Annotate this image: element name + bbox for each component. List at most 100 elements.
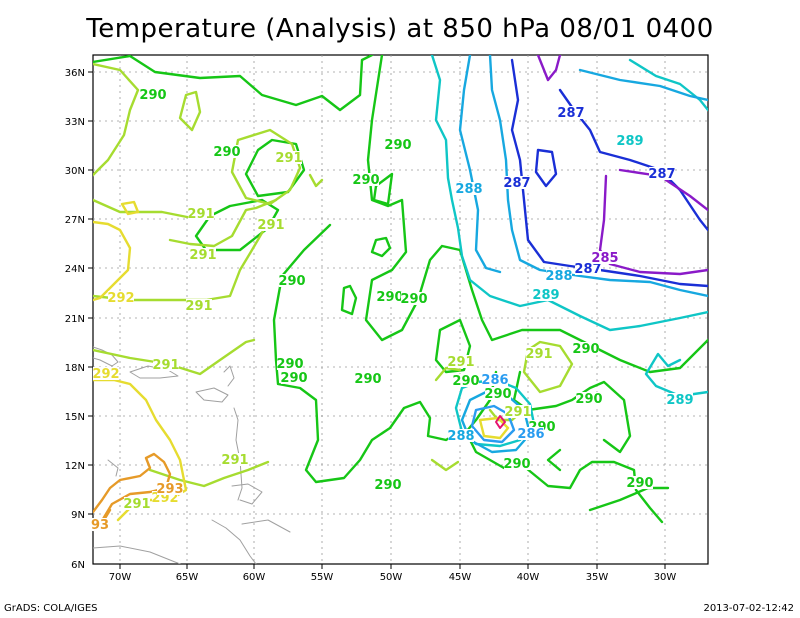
contour-label-290: 290 <box>139 88 166 103</box>
contour-label-bg <box>504 176 530 189</box>
contour-label-289: 289 <box>532 288 559 303</box>
contour-label-291: 291 <box>447 355 474 370</box>
contour-label-290: 290 <box>280 371 307 386</box>
y-tick-label: 24N <box>65 264 85 275</box>
contour-label-bg <box>576 392 602 405</box>
contour-label-290: 290 <box>278 274 305 289</box>
contour-label-bg <box>546 269 572 282</box>
contour-label-285: 285 <box>591 251 618 266</box>
x-tick-label: 55W <box>311 572 334 583</box>
contour-label-bg <box>186 299 212 312</box>
contour-label-290: 290 <box>384 138 411 153</box>
contour-label-bg <box>617 134 643 147</box>
contour-label-bg <box>377 290 403 303</box>
x-tick-label: 30W <box>654 572 677 583</box>
contour-label-bg <box>190 248 216 261</box>
contour-label-290: 290 <box>503 457 530 472</box>
contour-label-93: 93 <box>91 518 109 533</box>
contour-label-290: 290 <box>575 392 602 407</box>
contour-label-290: 290 <box>354 372 381 387</box>
x-tick-label: 60W <box>243 572 266 583</box>
contour-label-bg <box>281 371 307 384</box>
y-tick-label: 21N <box>65 314 85 325</box>
contour-label-bg <box>518 427 544 440</box>
x-tick-label: 50W <box>380 572 403 583</box>
contour-label-290: 290 <box>374 478 401 493</box>
contour-label-286: 286 <box>517 427 544 442</box>
contour-labels: 290 290 290 290 290 290 290 290 290 290 290 290 290 2… <box>91 88 694 533</box>
y-tick-label: 6N <box>71 560 85 571</box>
contour-label-bg <box>91 518 109 531</box>
y-tick-label: 27N <box>65 215 85 226</box>
contour-label-bg <box>140 88 166 101</box>
contour-label-290: 290 <box>572 342 599 357</box>
y-tick-label: 36N <box>65 68 85 79</box>
contour-label-291: 291 <box>123 497 150 512</box>
footer-credit: GrADS: COLA/IGES <box>4 603 98 614</box>
isotherm-290 <box>93 55 708 524</box>
contour-label-287: 287 <box>574 262 601 277</box>
contour-label-290: 290 <box>626 476 653 491</box>
contour-label-bg <box>526 347 552 360</box>
contour-label-bg <box>649 167 675 180</box>
contour-label-291: 291 <box>187 207 214 222</box>
contour-label-bg <box>505 405 531 418</box>
contour-label-291: 291 <box>504 405 531 420</box>
chart-title: Temperature (Analysis) at 850 hPa 08/01 … <box>86 14 714 44</box>
contour-label-bg <box>573 342 599 355</box>
contour-label-bg <box>188 207 214 220</box>
contour-label-bg <box>401 292 427 305</box>
contour-label-288: 288 <box>545 269 572 284</box>
contour-label-290: 290 <box>400 292 427 307</box>
contour-label-bg <box>448 355 474 368</box>
contour-label-bg <box>355 372 381 385</box>
contour-label-bg <box>153 358 179 371</box>
contour-label-287: 287 <box>557 106 584 121</box>
contour-label-bg <box>453 374 479 387</box>
contour-label-bg <box>222 453 248 466</box>
contour-label-290: 290 <box>213 145 240 160</box>
contour-label-bg <box>558 106 584 119</box>
y-tick-label: 15N <box>65 412 85 423</box>
contour-label-291: 291 <box>221 453 248 468</box>
contour-label-290: 290 <box>452 374 479 389</box>
contour-label-bg <box>592 251 618 264</box>
contour-label-291: 291 <box>257 218 284 233</box>
contour-label-bg <box>258 218 284 231</box>
footer-timestamp: 2013-07-02-12:42 <box>703 603 794 614</box>
x-tick-label: 45W <box>449 572 472 583</box>
contour-label-290: 290 <box>484 387 511 402</box>
gridlines <box>93 55 708 564</box>
contour-label-291: 291 <box>189 248 216 263</box>
contour-label-291: 291 <box>185 299 212 314</box>
contour-label-bg <box>385 138 411 151</box>
contour-label-291: 291 <box>275 151 302 166</box>
x-tick-label: 35W <box>586 572 609 583</box>
y-tick-label: 30N <box>65 166 85 177</box>
contour-label-288: 288 <box>455 182 482 197</box>
contour-label-bg <box>627 476 653 489</box>
contour-label-289: 289 <box>616 134 643 149</box>
contour-label-bg <box>575 262 601 275</box>
contour-label-bg <box>93 367 119 380</box>
coastlines <box>93 346 291 564</box>
contour-label-bg <box>214 145 240 158</box>
contour-label-292: 292 <box>92 367 119 382</box>
contour-label-287: 287 <box>648 167 675 182</box>
contour-label-bg <box>108 291 134 304</box>
contour-label-bg <box>448 429 474 442</box>
contour-label-287: 287 <box>503 176 530 191</box>
y-axis-ticks <box>88 71 93 515</box>
contour-label-bg <box>485 387 511 400</box>
x-tick-label: 65W <box>176 572 199 583</box>
contour-label-bg <box>504 457 530 470</box>
y-tick-label: 33N <box>65 117 85 128</box>
isotherm-291 <box>93 62 574 488</box>
x-tick-label: 70W <box>109 572 132 583</box>
contour-label-bg <box>456 182 482 195</box>
contour-label-292: 292 <box>107 291 134 306</box>
isotherm-286 <box>470 404 516 444</box>
y-tick-label: 12N <box>65 461 85 472</box>
x-tick-label: 40W <box>517 572 540 583</box>
